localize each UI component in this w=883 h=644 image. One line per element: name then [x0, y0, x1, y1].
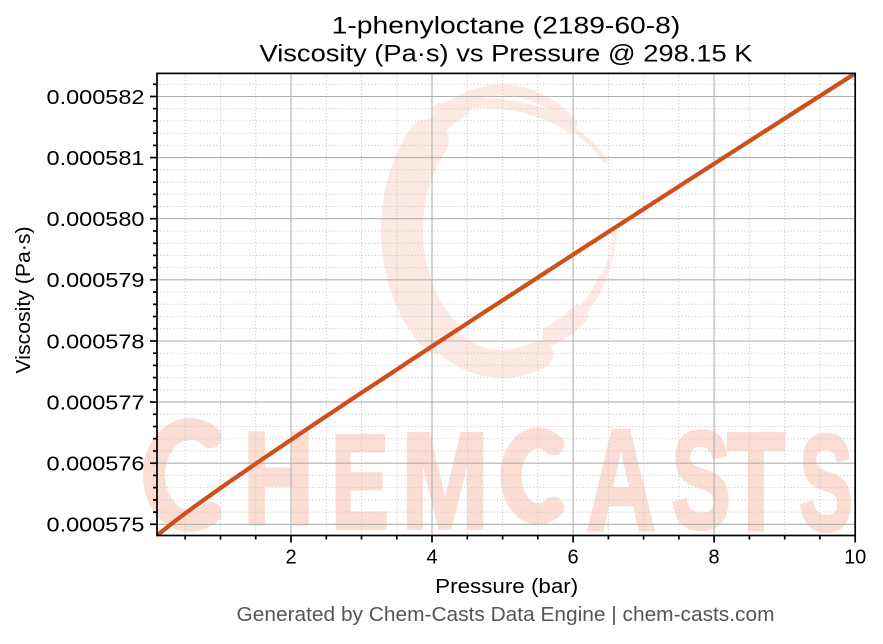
- svg-text:0.000575: 0.000575: [47, 515, 145, 537]
- svg-text:8: 8: [709, 547, 720, 569]
- svg-text:E: E: [331, 408, 389, 557]
- svg-text:S: S: [671, 403, 731, 558]
- svg-text:6: 6: [568, 547, 579, 569]
- svg-text:0.000582: 0.000582: [47, 87, 145, 109]
- svg-text:2: 2: [285, 547, 296, 569]
- svg-text:10: 10: [844, 547, 866, 569]
- svg-text:A: A: [586, 399, 656, 561]
- svg-text:4: 4: [426, 547, 437, 569]
- svg-text:Viscosity (Pa·s) vs Pressure @: Viscosity (Pa·s) vs Pressure @ 298.15 K: [260, 41, 753, 68]
- svg-text:1-phenyloctane (2189-60-8): 1-phenyloctane (2189-60-8): [332, 13, 681, 40]
- svg-text:M: M: [401, 405, 489, 558]
- svg-text:0.000579: 0.000579: [47, 270, 145, 292]
- svg-text:Viscosity (Pa·s): Viscosity (Pa·s): [13, 227, 35, 374]
- svg-text:S: S: [799, 407, 853, 560]
- svg-text:0.000576: 0.000576: [47, 454, 145, 476]
- svg-text:Generated by Chem-Casts Data E: Generated by Chem-Casts Data Engine | ch…: [237, 604, 775, 626]
- svg-text:0.000577: 0.000577: [47, 392, 145, 414]
- svg-text:0.000581: 0.000581: [47, 148, 145, 170]
- svg-text:0.000580: 0.000580: [47, 209, 145, 231]
- svg-text:Pressure (bar): Pressure (bar): [435, 576, 578, 598]
- svg-text:H: H: [243, 405, 314, 552]
- svg-text:0.000578: 0.000578: [47, 331, 145, 353]
